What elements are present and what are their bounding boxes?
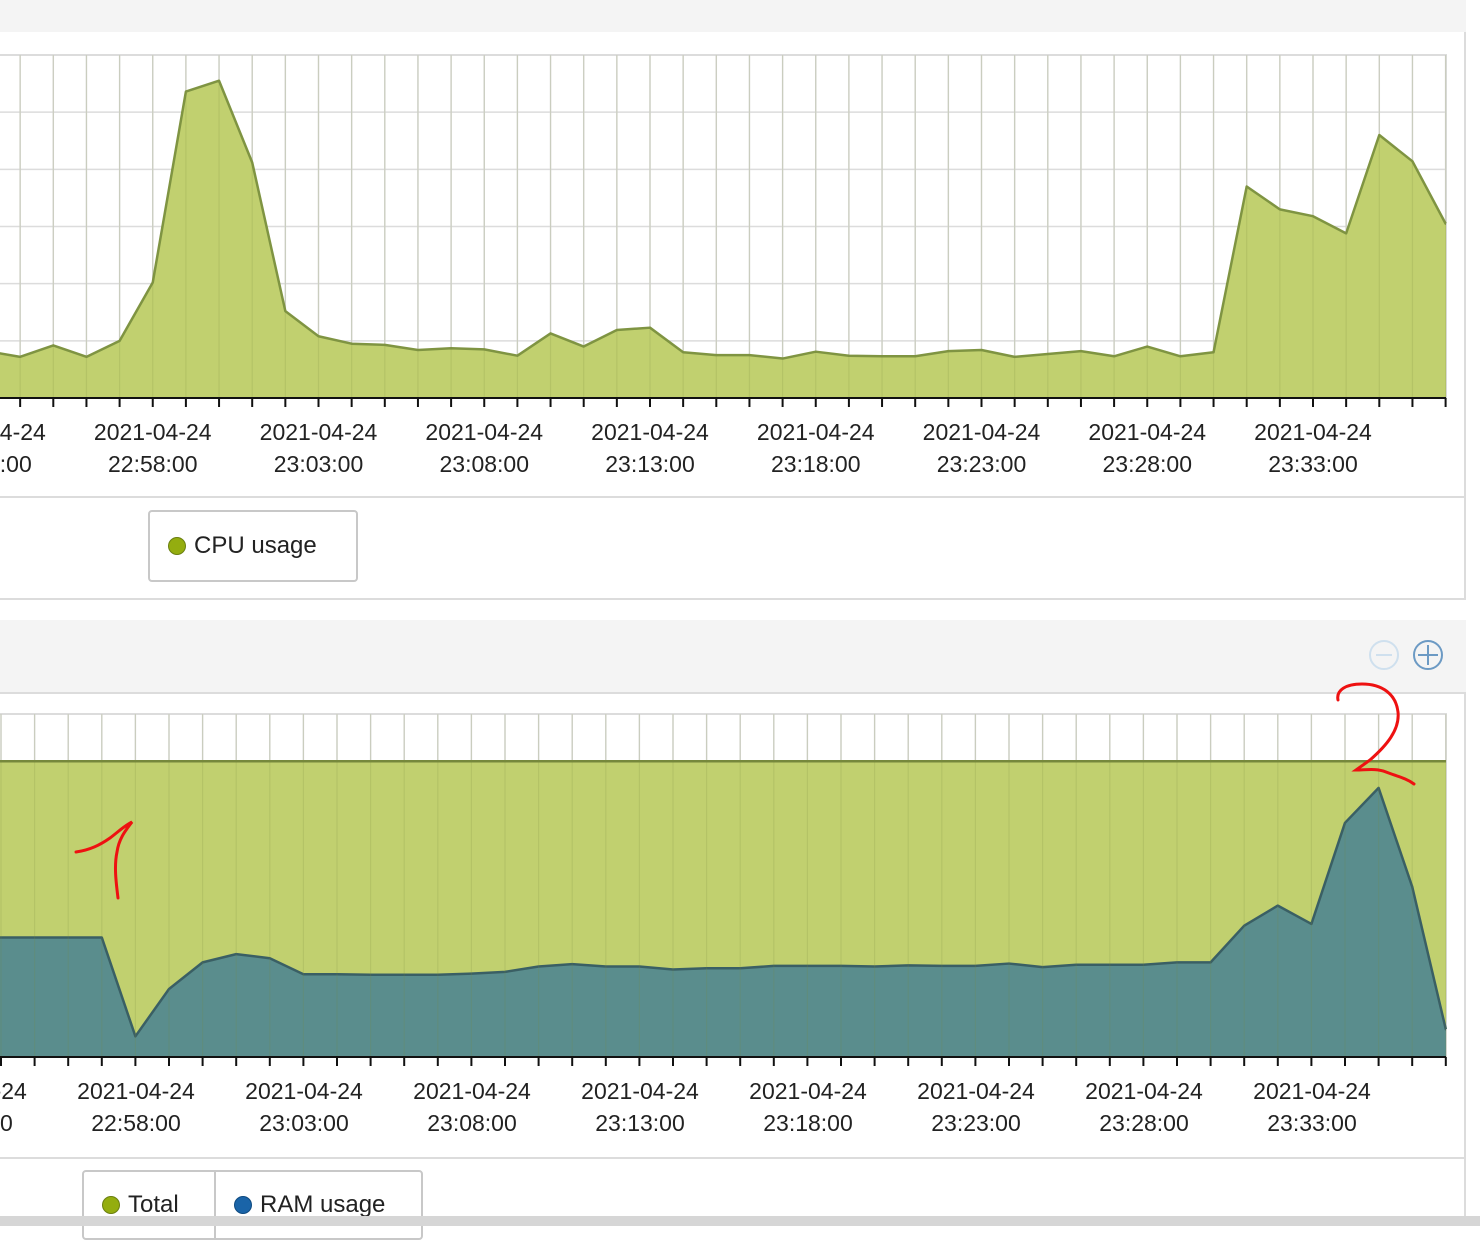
cpu-chart: 2021-04-24 22:53:00 2021-04-24 22:58:00 2021… — [0, 54, 1447, 477]
x-tick-label-date: 2021-04-24 — [0, 1078, 27, 1104]
x-tick-label-time: 23:13:00 — [605, 451, 695, 477]
x-tick-label-date: 2021-04-24 — [1085, 1078, 1203, 1104]
ram-legend: Total RAM usage — [82, 1170, 423, 1240]
cpu-panel-divider — [0, 496, 1464, 498]
x-tick-label-date: 2021-04-24 — [757, 419, 875, 445]
zoom-in-button[interactable] — [1413, 640, 1443, 670]
x-tick-label-time: 23:18:00 — [763, 1110, 853, 1136]
x-tick-label-date: 2021-04-24 — [923, 419, 1041, 445]
total-swatch — [102, 1196, 120, 1214]
x-tick-label-date: 2021-04-24 — [413, 1078, 531, 1104]
x-tick-label-time: 23:18:00 — [771, 451, 861, 477]
x-tick-label-time: 23:08:00 — [427, 1110, 517, 1136]
legend-item-ram-usage[interactable]: RAM usage — [214, 1172, 403, 1238]
x-tick-label-date: 2021-04-24 — [77, 1078, 195, 1104]
zoom-out-button[interactable] — [1369, 640, 1399, 670]
ram-chart: 2021-04-24 22:53:00 2021-04-24 22:58:00 2021… — [0, 713, 1448, 1136]
legend-label-ram-usage: RAM usage — [260, 1191, 386, 1218]
cpu-usage-swatch — [168, 537, 186, 555]
x-tick-label-date: 2021-04-24 — [94, 419, 212, 445]
x-tick-label-date: 2021-04-24 — [0, 419, 46, 445]
legend-label-cpu-usage: CPU usage — [194, 532, 317, 559]
x-tick-label-time: 23:03:00 — [259, 1110, 349, 1136]
x-tick-label-time: 22:58:00 — [108, 451, 198, 477]
series-area-cpu-usage — [0, 80, 1446, 398]
cpu-legend: CPU usage — [148, 510, 358, 582]
x-tick-label-time: 23:33:00 — [1267, 1110, 1357, 1136]
x-tick-label-time: 23:13:00 — [595, 1110, 685, 1136]
x-tick-label-date: 2021-04-24 — [581, 1078, 699, 1104]
zoom-out-icon — [1376, 654, 1392, 656]
x-tick-label-date: 2021-04-24 — [591, 419, 709, 445]
x-tick-label-date: 2021-04-24 — [245, 1078, 363, 1104]
ram-usage-swatch — [234, 1196, 252, 1214]
x-tick-label-time: 23:08:00 — [439, 451, 529, 477]
x-tick-label-date: 2021-04-24 — [425, 419, 543, 445]
x-tick-label-time: 23:33:00 — [1268, 451, 1358, 477]
ram-panel-header — [0, 620, 1466, 692]
x-tick-label-date: 2021-04-24 — [1254, 419, 1372, 445]
legend-item-cpu-usage[interactable]: CPU usage — [150, 512, 335, 580]
x-tick-label-time: 23:28:00 — [1102, 451, 1192, 477]
series-line-cpu-usage — [0, 79, 1447, 360]
horizontal-scrollbar[interactable] — [0, 1216, 1480, 1226]
series-area-ram-usage — [0, 787, 1446, 1057]
x-tick-label-date: 2021-04-24 — [917, 1078, 1035, 1104]
x-tick-label-time: 23:23:00 — [931, 1110, 1021, 1136]
x-tick-label-date: 2021-04-24 — [1253, 1078, 1371, 1104]
cpu-panel-header — [0, 0, 1466, 32]
legend-label-total: Total — [128, 1191, 179, 1218]
x-tick-label-date: 2021-04-24 — [1088, 419, 1206, 445]
x-tick-label-time: 22:53:00 — [0, 451, 32, 477]
zoom-in-icon — [1418, 645, 1438, 665]
series-line-ram-usage — [0, 786, 1448, 1038]
x-tick-label-time: 22:58:00 — [91, 1110, 181, 1136]
x-tick-label-time: 23:23:00 — [937, 451, 1027, 477]
x-tick-label-date: 2021-04-24 — [749, 1078, 867, 1104]
legend-item-total[interactable]: Total — [84, 1172, 214, 1238]
x-tick-label-date: 2021-04-24 — [260, 419, 378, 445]
x-tick-label-time: 23:28:00 — [1099, 1110, 1189, 1136]
x-tick-label-time: 23:03:00 — [274, 451, 364, 477]
x-tick-label-time: 22:53:00 — [0, 1110, 13, 1136]
ram-panel-divider — [0, 1157, 1464, 1159]
